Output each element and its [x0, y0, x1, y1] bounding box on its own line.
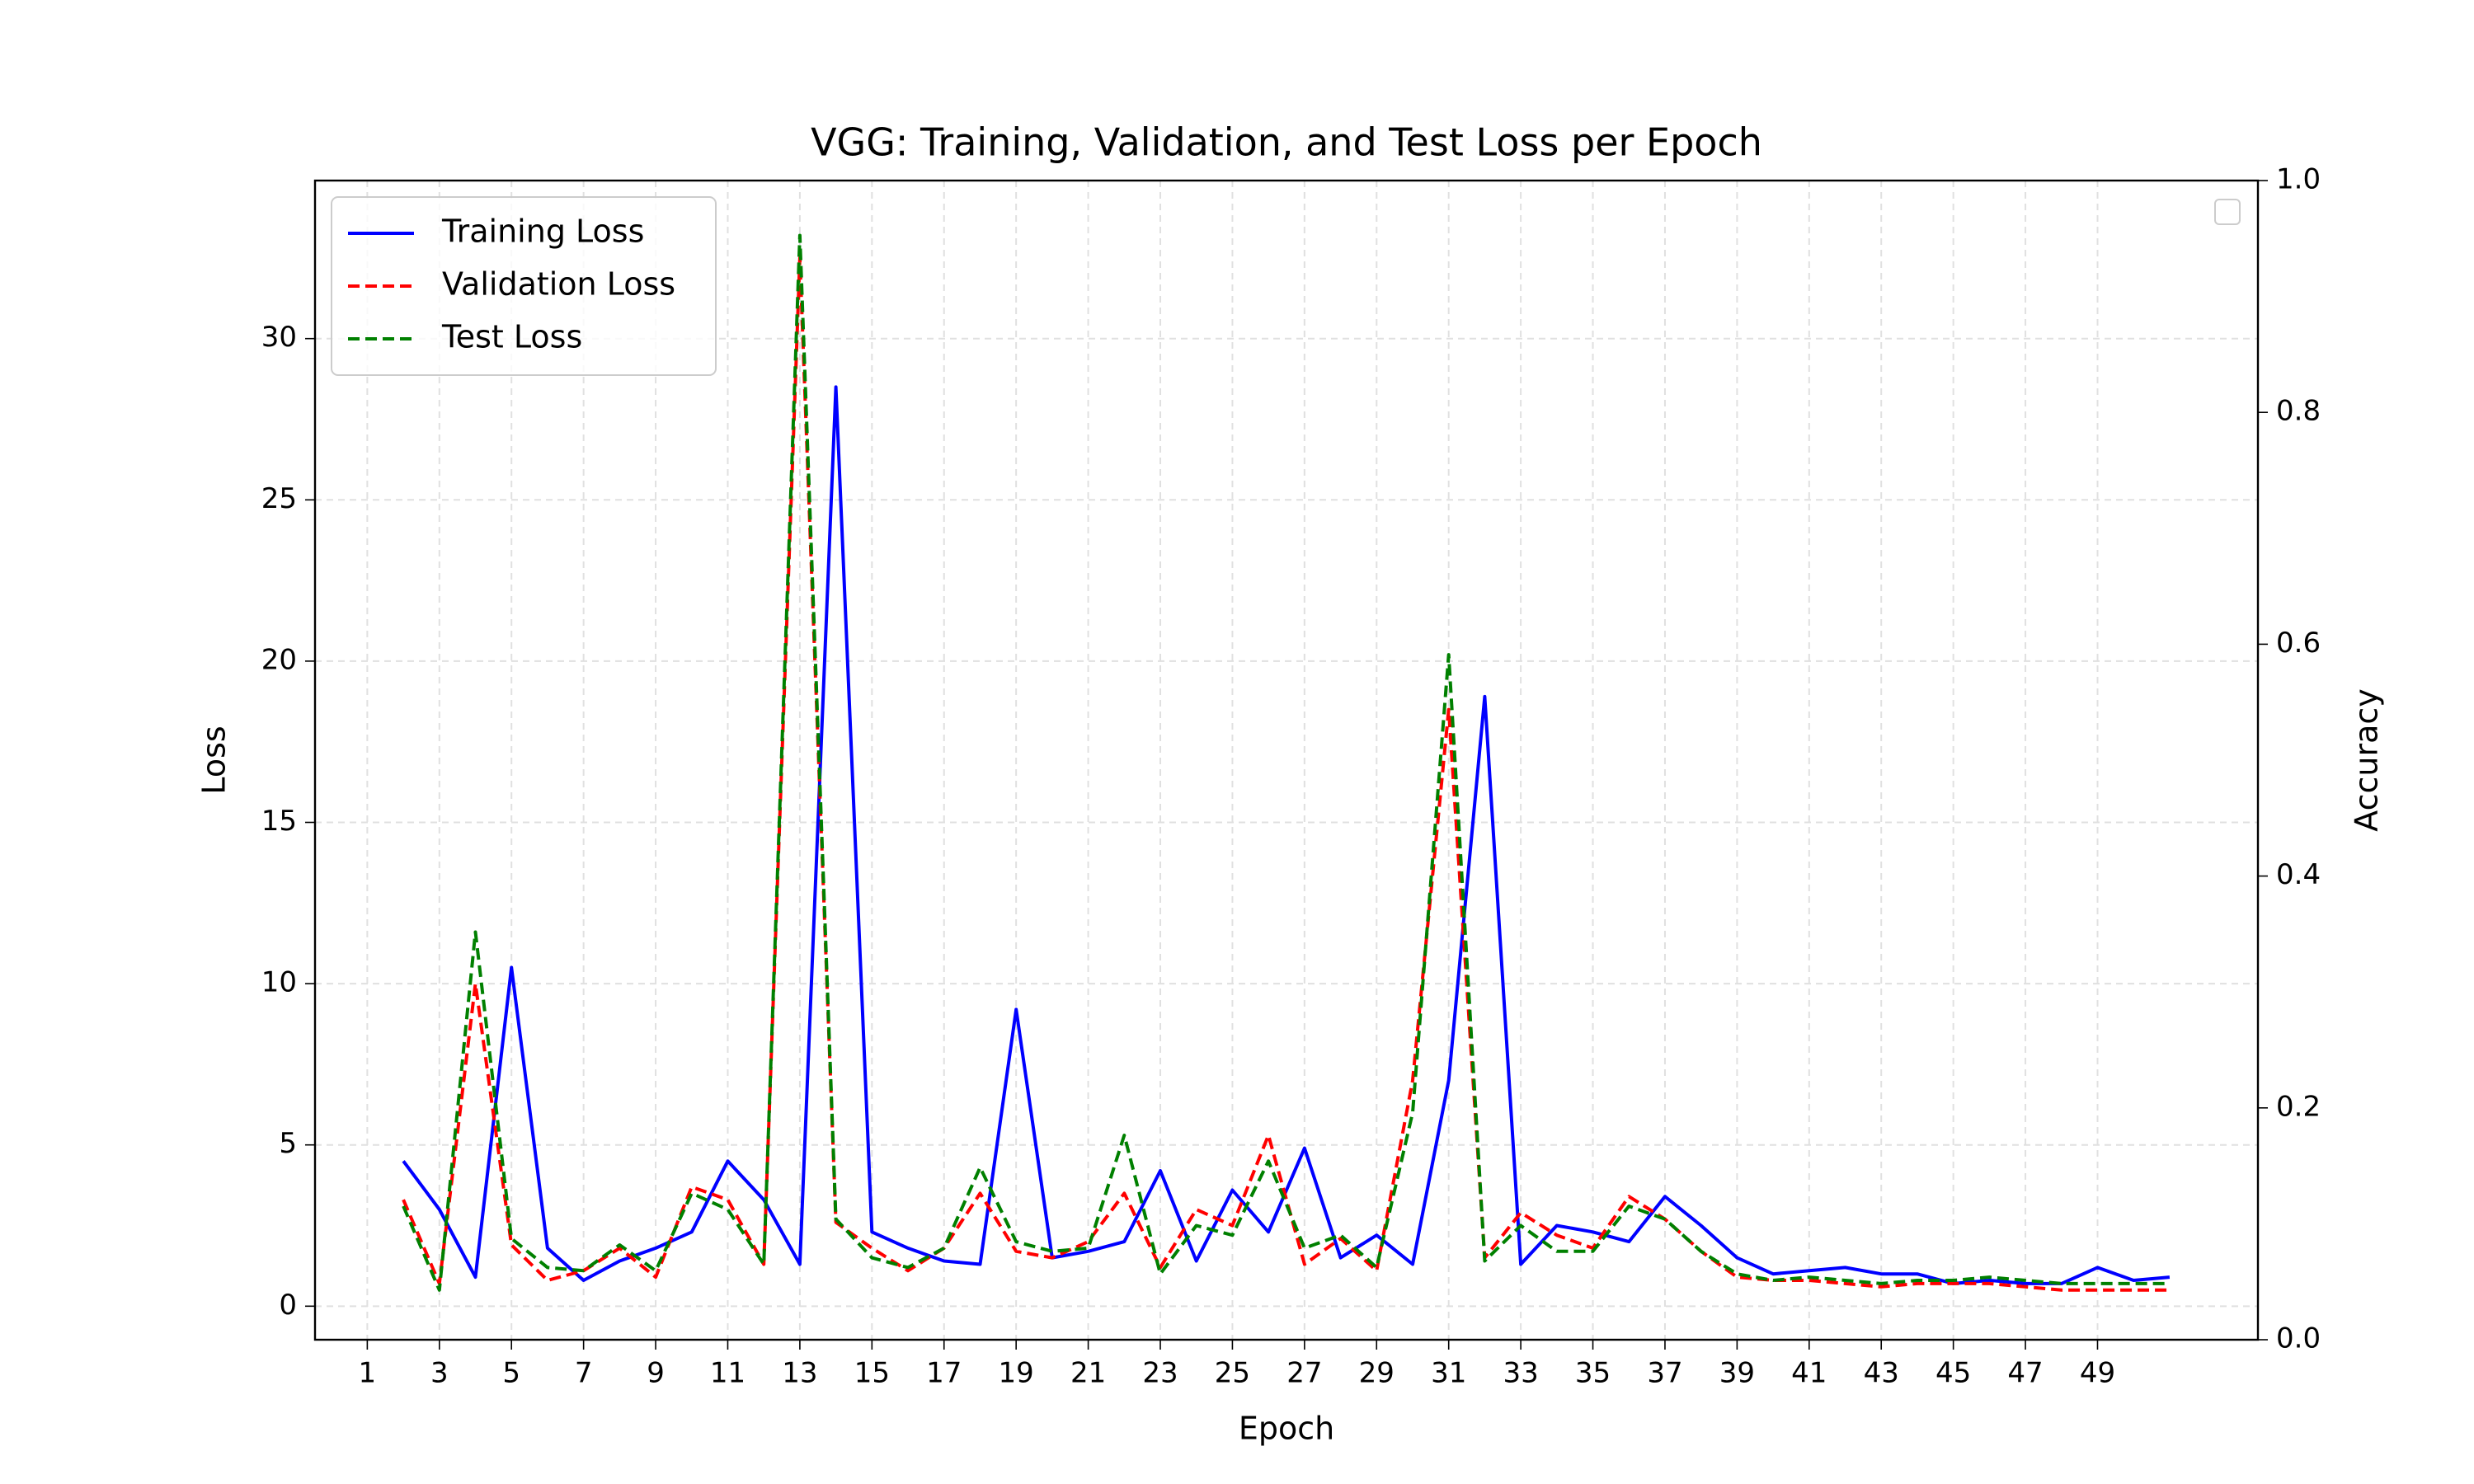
y-tick-label: 30: [261, 321, 297, 354]
y-tick-label: 5: [279, 1127, 297, 1160]
x-tick-label: 47: [2007, 1357, 2043, 1390]
x-tick-label: 29: [1359, 1357, 1395, 1390]
y2-tick-label: 0.6: [2276, 627, 2321, 660]
y-axis-label: Loss: [196, 726, 233, 794]
legend-label: Validation Loss: [442, 266, 675, 303]
y2-tick-label: 1.0: [2276, 163, 2321, 196]
y-tick-label: 10: [261, 966, 297, 999]
x-tick-label: 43: [1864, 1357, 1899, 1390]
x-tick-label: 11: [710, 1357, 745, 1390]
legend-box: [331, 196, 717, 376]
y-tick-label: 15: [261, 805, 297, 838]
x-tick-label: 39: [1719, 1357, 1755, 1390]
x-tick-label: 19: [999, 1357, 1034, 1390]
y2-tick-label: 0.0: [2276, 1322, 2321, 1355]
x-tick-label: 23: [1142, 1357, 1178, 1390]
x-tick-label: 27: [1286, 1357, 1322, 1390]
legend-label: Test Loss: [441, 319, 582, 355]
line-series: [402, 256, 2170, 1292]
empty-legend: [2214, 199, 2241, 225]
x-tick-label: 5: [502, 1357, 520, 1390]
x-tick-label: 31: [1431, 1357, 1466, 1390]
y2-tick-label: 0.2: [2276, 1090, 2321, 1123]
y-tick-label: 0: [279, 1289, 297, 1322]
x-axis-label: Epoch: [1239, 1411, 1334, 1447]
legend-label: Training Loss: [441, 214, 644, 250]
y2-tick-label: 0.8: [2276, 395, 2321, 428]
x-tick-label: 15: [854, 1357, 890, 1390]
y2-axis-label: Accuracy: [2349, 688, 2385, 832]
x-tick-label: 17: [926, 1357, 962, 1390]
x-tick-label: 21: [1070, 1357, 1106, 1390]
x-tick-label: 41: [1791, 1357, 1827, 1390]
x-tick-label: 45: [1935, 1357, 1971, 1390]
x-tick-label: 33: [1503, 1357, 1538, 1390]
x-tick-label: 9: [647, 1357, 665, 1390]
x-tick-label: 25: [1215, 1357, 1250, 1390]
y-tick-label: 25: [261, 482, 297, 515]
x-tick-label: 3: [430, 1357, 449, 1390]
line-series: [402, 385, 2171, 1285]
line-series: [402, 233, 2170, 1292]
x-tick-label: 1: [359, 1357, 377, 1390]
x-tick-label: 49: [2080, 1357, 2115, 1390]
y-tick-label: 20: [261, 643, 297, 676]
chart-title: VGG: Training, Validation, and Test Loss…: [811, 120, 1762, 165]
x-tick-label: 7: [575, 1357, 593, 1390]
x-tick-label: 35: [1575, 1357, 1611, 1390]
axes-frame: [313, 179, 2260, 1341]
y2-tick-label: 0.4: [2276, 858, 2321, 891]
x-tick-label: 13: [782, 1357, 817, 1390]
x-tick-label: 37: [1647, 1357, 1682, 1390]
